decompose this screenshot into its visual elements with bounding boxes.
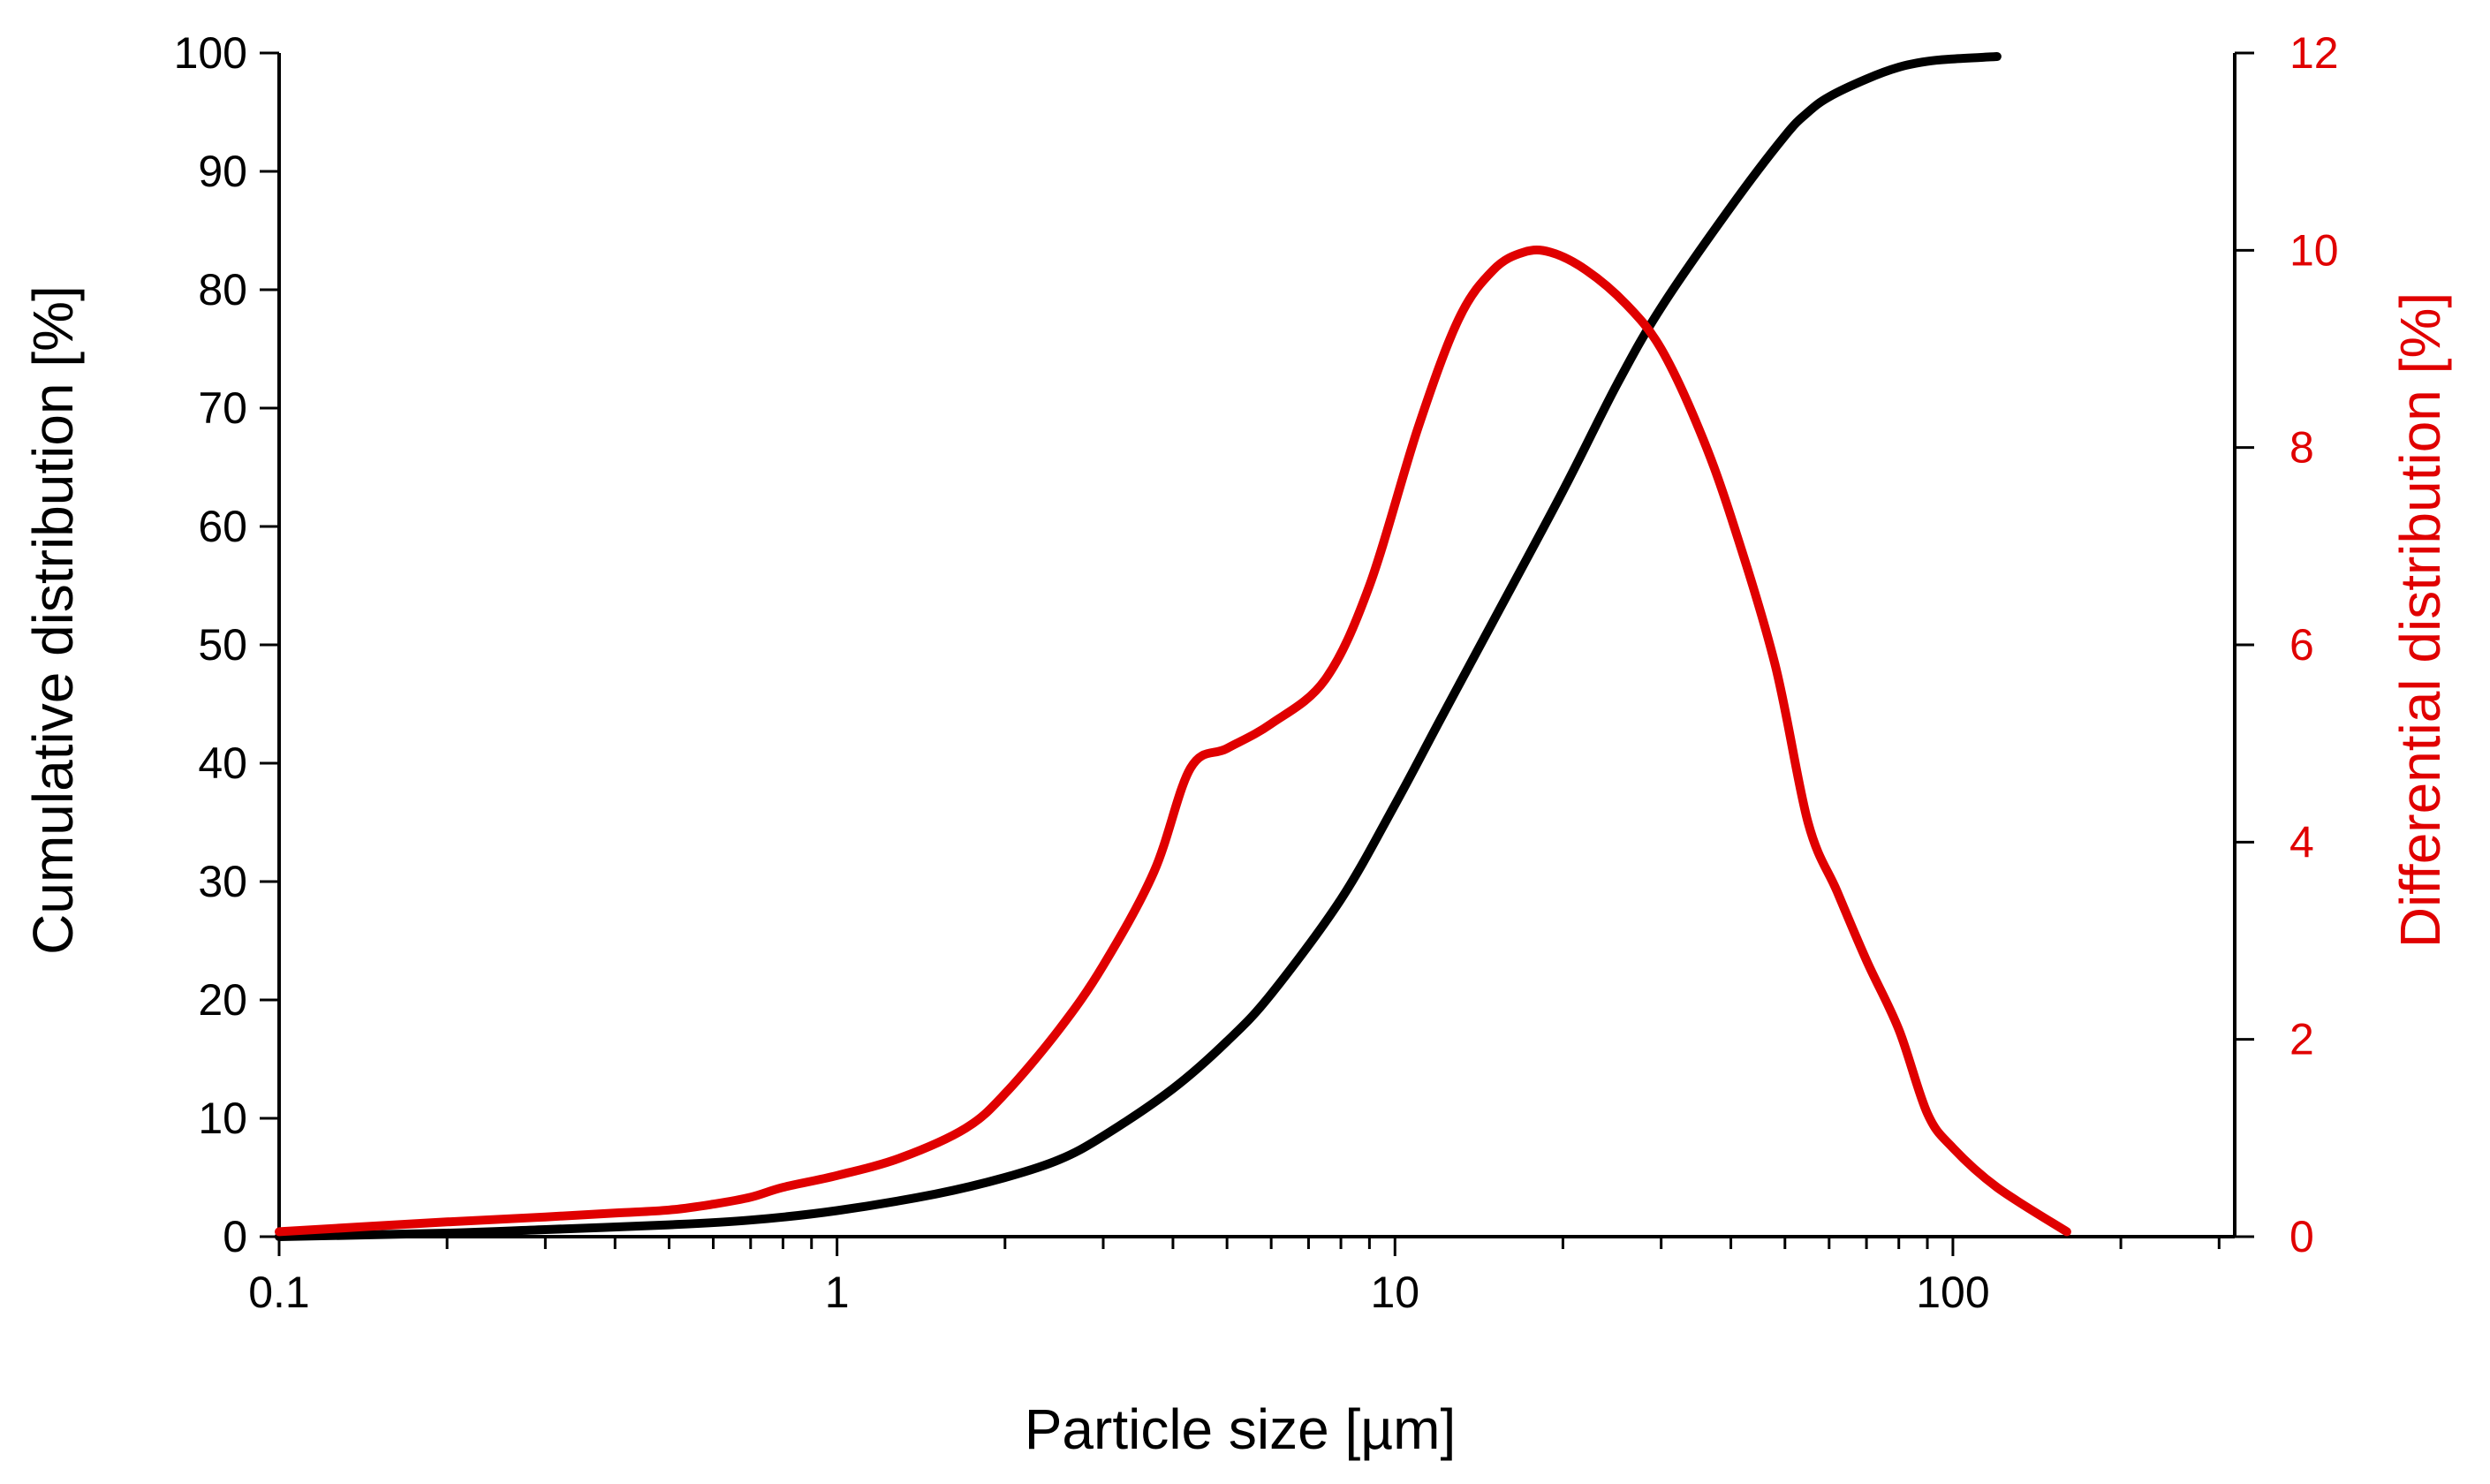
- y-tick-label: 100: [174, 28, 247, 78]
- plot-frame: [277, 53, 2236, 1238]
- y2-tick-label: 10: [2289, 225, 2339, 275]
- x-tick-label: 0.1: [248, 1268, 310, 1317]
- y-tick-label: 40: [198, 738, 247, 788]
- y-tick-label: 10: [198, 1094, 247, 1143]
- y-tick-label: 90: [198, 147, 247, 196]
- y-tick-label: 30: [198, 857, 247, 906]
- series-group: [275, 52, 2071, 1241]
- y2-tick-label: 0: [2289, 1212, 2314, 1261]
- y2-axis-ticks: 0 2 4 6 8 10 12: [2235, 28, 2339, 1261]
- x-axis-ticks: 0.1 1 10 100: [248, 1237, 2221, 1317]
- y-tick-label: 60: [198, 502, 247, 551]
- y-tick-label: 0: [223, 1212, 247, 1261]
- y-tick-label: 50: [198, 620, 247, 670]
- y2-tick-label: 8: [2289, 423, 2314, 473]
- x-tick-label: 100: [1916, 1268, 1989, 1317]
- x-tick-label: 1: [825, 1268, 850, 1317]
- x-axis-title: Particle size [µm]: [1025, 1397, 1457, 1461]
- y2-tick-label: 4: [2289, 817, 2314, 867]
- cumulative-distribution-line: [275, 52, 2002, 1241]
- y2-tick-label: 6: [2289, 620, 2314, 670]
- y2-axis-title: Differential distribution [%]: [2388, 292, 2452, 948]
- y2-tick-label: 12: [2289, 28, 2339, 78]
- y-tick-label: 80: [198, 265, 247, 314]
- y-axis-ticks: 0 10 20 30 40 50 60 70 80 90 100: [174, 28, 279, 1261]
- y-tick-label: 70: [198, 383, 247, 433]
- y2-tick-label: 2: [2289, 1015, 2314, 1064]
- x-tick-label: 10: [1370, 1268, 1419, 1317]
- y-tick-label: 20: [198, 975, 247, 1025]
- y-axis-title: Cumulative distribution [%]: [21, 285, 85, 955]
- differential-distribution-line: [275, 246, 2071, 1237]
